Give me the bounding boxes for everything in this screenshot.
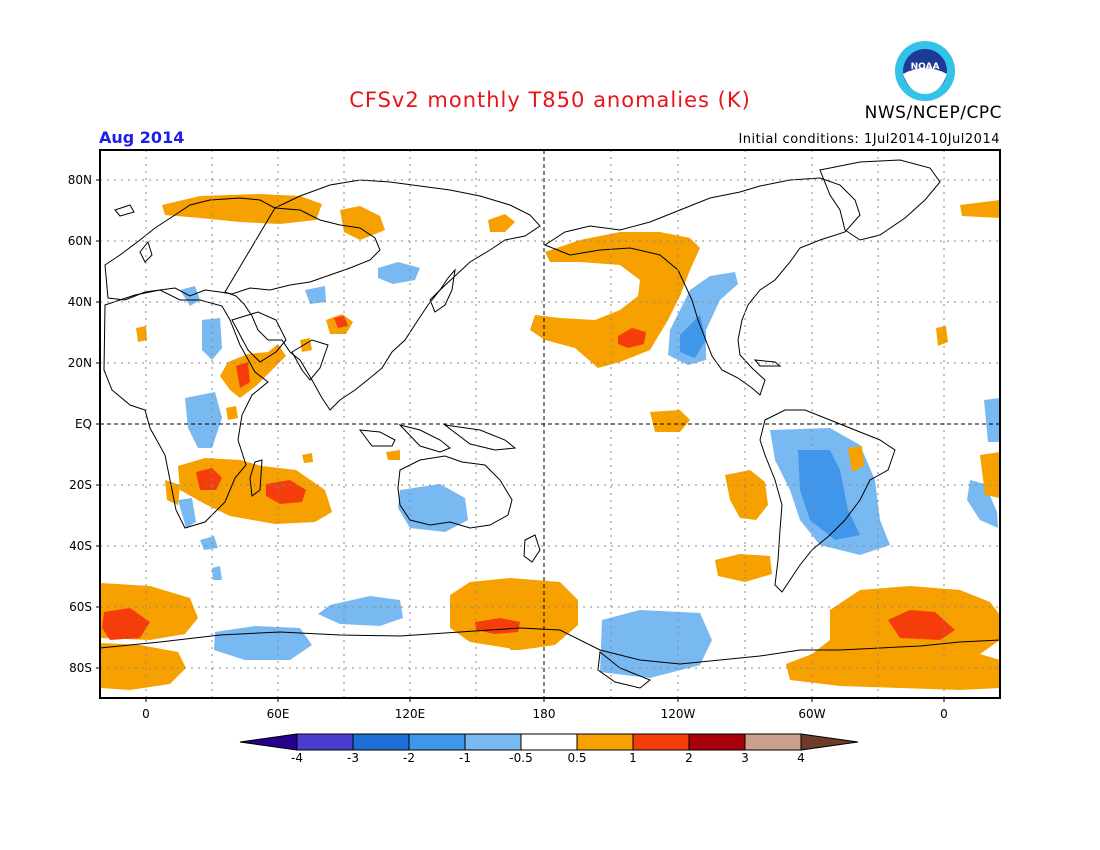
lat-label: 40S <box>69 539 92 553</box>
map-title: CFSv2 monthly T850 anomalies (K) <box>349 88 751 112</box>
valid-month: Aug 2014 <box>99 128 185 147</box>
noaa-logo: NOAA <box>895 41 955 101</box>
colorbar-cell <box>408 733 466 751</box>
colorbar-label: -1 <box>459 751 471 765</box>
lon-label: 120E <box>395 707 426 721</box>
noaa-logo-text: NOAA <box>911 62 940 72</box>
colorbar-label: 3 <box>741 751 749 765</box>
colorbar-cell <box>352 733 410 751</box>
lon-label: 60E <box>267 707 290 721</box>
lat-label: EQ <box>75 417 92 431</box>
colorbar-cell <box>296 733 354 751</box>
colorbar-label: 0.5 <box>567 751 587 765</box>
lon-label: 60W <box>798 707 825 721</box>
colorbar-label: 2 <box>685 751 693 765</box>
colorbar-cell <box>464 733 522 751</box>
lon-label: 0 <box>940 707 948 721</box>
lat-label: 80S <box>69 661 92 675</box>
colorbar-label: -4 <box>291 751 303 765</box>
lat-label: 80N <box>68 173 92 187</box>
positive-anomaly-regions <box>100 194 1000 690</box>
colorbar-cell <box>239 733 298 751</box>
initial-conditions: Initial conditions: 1Jul2014-10Jul2014 <box>738 132 1000 147</box>
colorbar-cell <box>576 733 634 751</box>
coastlines <box>100 159 1000 689</box>
lon-label: 0 <box>142 707 150 721</box>
colorbar-cell <box>688 733 746 751</box>
colorbar-cell <box>800 733 859 751</box>
strong-negative-anomaly-regions <box>680 315 860 540</box>
lat-label: 20S <box>69 478 92 492</box>
lat-label: 60N <box>68 234 92 248</box>
equator-dateline <box>100 150 1000 698</box>
colorbar-cell <box>520 733 578 751</box>
colorbar-label: -3 <box>347 751 359 765</box>
agency-label: NWS/NCEP/CPC <box>864 103 1002 123</box>
colorbar-label: -2 <box>403 751 415 765</box>
lat-label: 20N <box>68 356 92 370</box>
colorbar-label: 1 <box>629 751 637 765</box>
colorbar-label: -0.5 <box>509 751 533 765</box>
colorbar-cell <box>744 733 802 751</box>
lat-label: 60S <box>69 600 92 614</box>
lon-label: 120W <box>661 707 696 721</box>
strong-positive-anomaly-regions <box>102 316 955 640</box>
colorbar-cell <box>632 733 690 751</box>
lat-label: 40N <box>68 295 92 309</box>
lon-label: 180 <box>533 707 556 721</box>
colorbar-label: 4 <box>797 751 805 765</box>
